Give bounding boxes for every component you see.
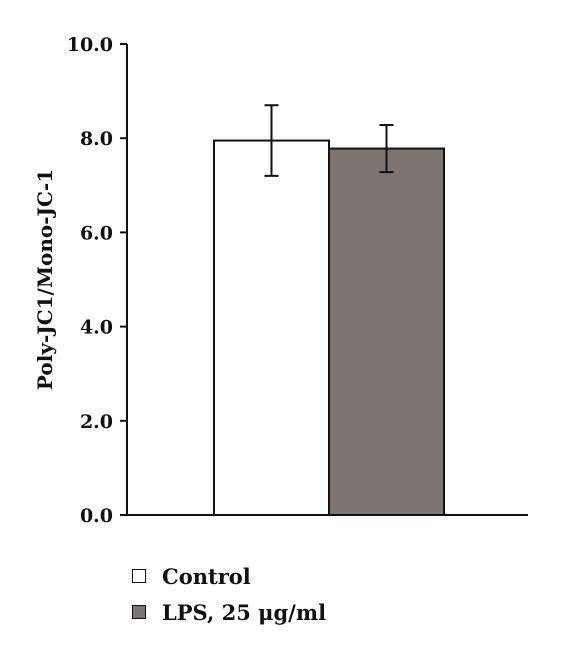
y-tick-label: 10.0 bbox=[67, 34, 113, 56]
bar-control bbox=[213, 139, 330, 516]
legend-item-lps: LPS, 25 μg/ml bbox=[132, 596, 326, 628]
legend-swatch-control bbox=[132, 569, 146, 583]
y-tick-label: 6.0 bbox=[80, 222, 113, 244]
legend: Control LPS, 25 μg/ml bbox=[132, 560, 326, 632]
legend-label-control: Control bbox=[162, 563, 251, 589]
y-axis-ticks: 0.0 2.0 4.0 6.0 8.0 10.0 bbox=[67, 34, 127, 527]
legend-label-lps: LPS, 25 μg/ml bbox=[162, 599, 327, 625]
bar-lps bbox=[328, 147, 445, 516]
legend-item-control: Control bbox=[132, 560, 326, 592]
error-bars bbox=[264, 104, 394, 177]
legend-swatch-lps bbox=[132, 605, 146, 619]
y-axis-label: Poly-JC1/Mono-JC-1 bbox=[33, 169, 57, 390]
bars bbox=[213, 139, 445, 516]
y-tick-label: 4.0 bbox=[80, 317, 113, 339]
y-tick-label: 0.0 bbox=[80, 505, 113, 527]
bar-chart: 0.0 2.0 4.0 6.0 8.0 10.0 Poly-JC1/Mono-JC-1 bbox=[33, 34, 528, 527]
y-tick-label: 8.0 bbox=[80, 128, 113, 150]
y-tick-label: 2.0 bbox=[80, 411, 113, 433]
